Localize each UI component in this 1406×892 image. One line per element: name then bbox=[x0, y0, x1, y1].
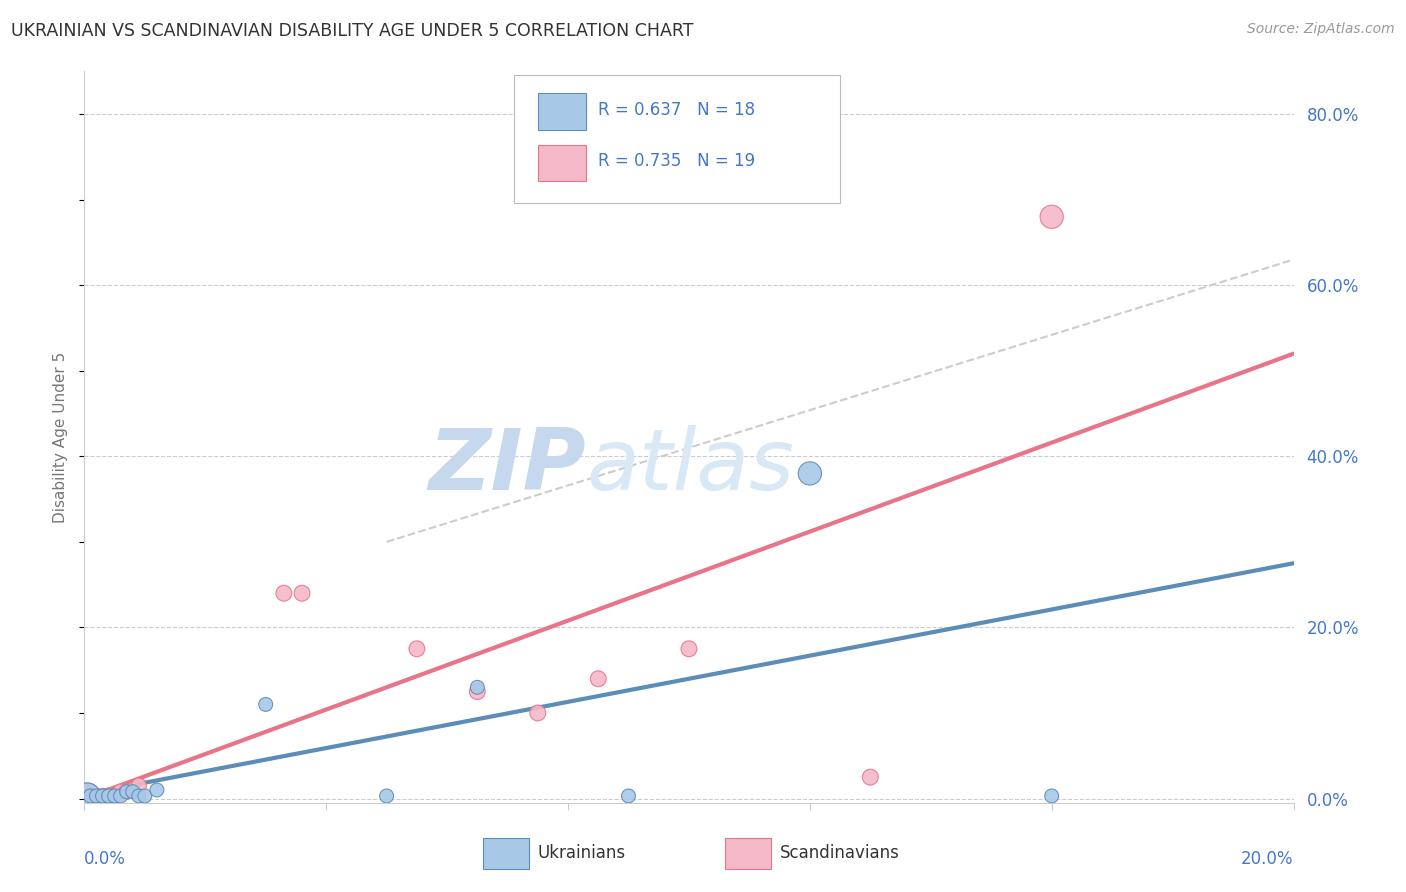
Point bbox=[91, 789, 114, 803]
Point bbox=[273, 586, 295, 600]
Point bbox=[121, 783, 143, 797]
Text: 0.0%: 0.0% bbox=[84, 850, 127, 868]
Point bbox=[406, 641, 429, 656]
FancyBboxPatch shape bbox=[484, 838, 529, 869]
Point bbox=[110, 785, 132, 799]
Point bbox=[527, 706, 550, 720]
Point bbox=[104, 789, 127, 803]
Point bbox=[678, 641, 700, 656]
FancyBboxPatch shape bbox=[538, 94, 586, 130]
Text: R = 0.637   N = 18: R = 0.637 N = 18 bbox=[599, 101, 755, 120]
Point bbox=[79, 789, 101, 803]
Point bbox=[254, 698, 277, 712]
Point bbox=[76, 789, 98, 803]
Text: Scandinavians: Scandinavians bbox=[780, 844, 900, 863]
Point bbox=[76, 789, 98, 803]
Point bbox=[588, 672, 610, 686]
Point bbox=[86, 789, 108, 803]
Point bbox=[121, 785, 143, 799]
Point bbox=[91, 789, 114, 803]
Point bbox=[799, 467, 821, 481]
Text: Source: ZipAtlas.com: Source: ZipAtlas.com bbox=[1247, 22, 1395, 37]
Text: 20.0%: 20.0% bbox=[1241, 850, 1294, 868]
FancyBboxPatch shape bbox=[538, 145, 586, 181]
FancyBboxPatch shape bbox=[725, 838, 770, 869]
Point bbox=[97, 789, 120, 803]
Point bbox=[115, 785, 138, 799]
Point bbox=[134, 789, 156, 803]
Point bbox=[104, 789, 127, 803]
Point bbox=[79, 789, 101, 803]
Point bbox=[115, 785, 138, 799]
Point bbox=[291, 586, 314, 600]
Point bbox=[617, 789, 640, 803]
Point bbox=[128, 789, 150, 803]
FancyBboxPatch shape bbox=[513, 75, 841, 203]
Point bbox=[467, 684, 489, 698]
Point bbox=[1040, 789, 1063, 803]
Text: UKRAINIAN VS SCANDINAVIAN DISABILITY AGE UNDER 5 CORRELATION CHART: UKRAINIAN VS SCANDINAVIAN DISABILITY AGE… bbox=[11, 22, 693, 40]
Point bbox=[859, 770, 882, 784]
Text: ZIP: ZIP bbox=[429, 425, 586, 508]
Point bbox=[1040, 210, 1063, 224]
Point bbox=[467, 681, 489, 695]
Text: atlas: atlas bbox=[586, 425, 794, 508]
Text: Ukrainians: Ukrainians bbox=[538, 844, 626, 863]
Point bbox=[146, 783, 169, 797]
Y-axis label: Disability Age Under 5: Disability Age Under 5 bbox=[53, 351, 69, 523]
Point bbox=[375, 789, 398, 803]
Point bbox=[110, 789, 132, 803]
Text: R = 0.735   N = 19: R = 0.735 N = 19 bbox=[599, 153, 755, 170]
Point bbox=[97, 789, 120, 803]
Point bbox=[86, 789, 108, 803]
Point bbox=[128, 779, 150, 793]
